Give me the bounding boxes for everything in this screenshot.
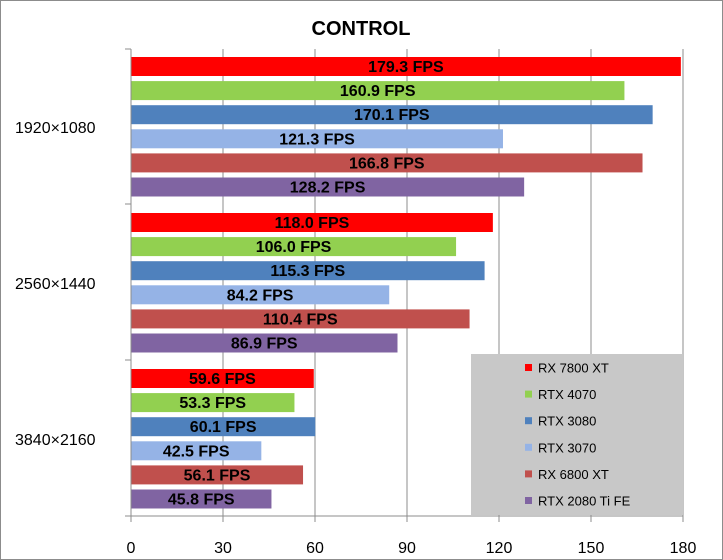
- data-label: 59.6 FPS: [189, 371, 256, 388]
- x-tick-label: 90: [398, 540, 416, 557]
- legend-swatch: [525, 417, 532, 425]
- legend-label: RX 6800 XT: [538, 467, 609, 482]
- bar: [131, 393, 295, 413]
- x-tick-label: 120: [486, 540, 513, 557]
- data-label: 60.1 FPS: [190, 419, 257, 436]
- data-label: 53.3 FPS: [179, 395, 246, 412]
- x-tick-label: 180: [670, 540, 697, 557]
- bar: [131, 237, 457, 257]
- legend-swatch: [525, 390, 532, 398]
- data-labels: 179.3 FPS 160.9 FPS 170.1 FPS 121.3 FPS 166.…: [163, 59, 444, 509]
- bar: [131, 441, 262, 461]
- data-label: 115.3 FPS: [270, 263, 345, 280]
- bar: [131, 489, 272, 509]
- bar: [131, 369, 314, 388]
- bar: [131, 285, 390, 305]
- legend: RX 7800 XT RTX 4070 RTX 3080 RTX 3070 RX 680…: [471, 354, 683, 515]
- data-label: 128.2 FPS: [290, 180, 366, 197]
- data-label: 121.3 FPS: [279, 131, 355, 148]
- bar: [131, 153, 643, 173]
- bars: [131, 57, 681, 509]
- data-label: 118.0 FPS: [275, 215, 350, 232]
- legend-swatch: [525, 443, 532, 451]
- bar: [131, 213, 493, 232]
- bar: [131, 129, 503, 149]
- data-label: 86.9 FPS: [231, 336, 298, 353]
- data-label: 56.1 FPS: [184, 467, 251, 484]
- data-label: 110.4 FPS: [263, 311, 338, 328]
- bar: [131, 333, 398, 353]
- bar: [131, 105, 653, 125]
- data-label: 42.5 FPS: [163, 443, 230, 460]
- gridlines: [222, 49, 684, 516]
- x-tick-label: 0: [127, 540, 136, 557]
- data-label: 84.2 FPS: [227, 287, 294, 304]
- legend-background: [471, 354, 683, 515]
- legend-label: RTX 3080: [538, 414, 596, 429]
- x-tick-labels: 0 30 60 90 120 150 180: [127, 540, 697, 557]
- bar: [131, 309, 470, 329]
- axes: [125, 48, 684, 522]
- data-label: 170.1 FPS: [354, 107, 430, 124]
- category-labels: 1920×1080 2560×1440 3840×2160: [15, 120, 96, 449]
- data-label: 45.8 FPS: [168, 492, 235, 509]
- bar: [131, 417, 316, 437]
- legend-label: RTX 4070: [538, 387, 596, 402]
- x-tick-label: 30: [214, 540, 232, 557]
- legend-label: RX 7800 XT: [538, 361, 609, 376]
- data-label: 106.0 FPS: [256, 239, 332, 256]
- x-tick-label: 60: [306, 540, 324, 557]
- chart-title: CONTROL: [312, 18, 411, 40]
- bar: [131, 465, 304, 485]
- data-label: 166.8 FPS: [349, 155, 425, 172]
- legend-swatch: [525, 364, 532, 371]
- category-label: 3840×2160: [15, 432, 96, 449]
- category-label: 2560×1440: [15, 276, 96, 293]
- data-label: 160.9 FPS: [340, 83, 416, 100]
- bar: [131, 57, 681, 76]
- legend-swatch: [525, 470, 532, 478]
- data-label: 179.3 FPS: [368, 59, 444, 76]
- legend-label: RTX 2080 Ti FE: [538, 494, 631, 509]
- bar: [131, 177, 525, 197]
- bar: [131, 81, 625, 101]
- category-label: 1920×1080: [15, 120, 96, 137]
- legend-swatch: [525, 497, 532, 504]
- legend-label: RTX 3070: [538, 440, 596, 455]
- bar: [131, 261, 485, 281]
- x-tick-label: 150: [578, 540, 605, 557]
